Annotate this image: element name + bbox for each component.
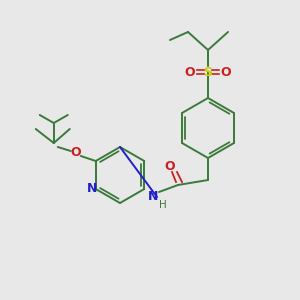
Text: O: O: [70, 146, 81, 160]
Text: N: N: [87, 182, 97, 196]
Text: O: O: [185, 65, 195, 79]
Text: N: N: [148, 190, 158, 203]
Text: S: S: [203, 65, 212, 79]
Text: H: H: [159, 200, 167, 210]
Text: O: O: [221, 65, 231, 79]
Text: O: O: [165, 160, 175, 173]
